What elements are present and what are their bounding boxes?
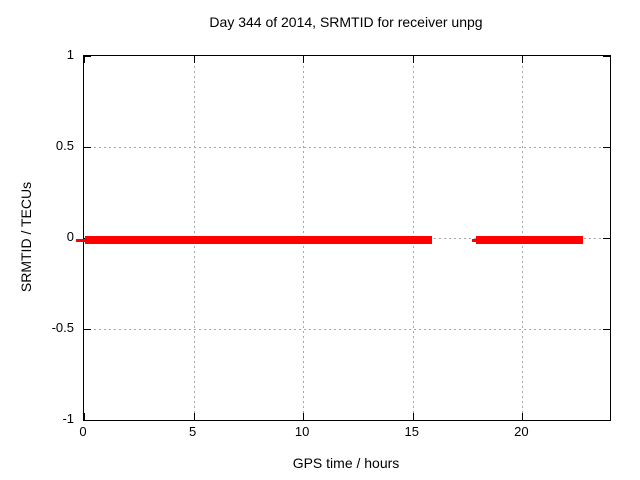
tick-y-neg1-left xyxy=(84,420,91,421)
data-segment-0-3 xyxy=(476,236,584,244)
tick-x-15-top xyxy=(412,56,414,63)
data-segment-0-2 xyxy=(471,238,478,242)
data-segment-0-0 xyxy=(76,238,86,242)
tick-x-10-top xyxy=(303,56,305,63)
tick-x-5-bottom xyxy=(193,413,195,420)
tick-y-neg0p5-left xyxy=(84,329,91,330)
tick-x-20-bottom xyxy=(522,413,524,420)
tick-x-5-top xyxy=(193,56,195,63)
tick-x-20-top xyxy=(522,56,524,63)
tick-y-0p5-left xyxy=(84,147,91,148)
tick-x-0-bottom xyxy=(84,413,85,420)
x-axis-label: GPS time / hours xyxy=(292,455,400,471)
y-tick-label-0p5: 0.5 xyxy=(55,138,74,153)
y-tick-label-0: 0 xyxy=(66,229,74,244)
tick-x-0-top xyxy=(84,56,85,63)
plot-area xyxy=(76,55,611,421)
x-tick-label-5: 5 xyxy=(188,424,197,439)
x-tick-label-10: 10 xyxy=(294,424,310,439)
chart-title: Day 344 of 2014, SRMTID for receiver unp… xyxy=(209,14,483,30)
gridline-y-0p5 xyxy=(84,147,610,148)
x-tick-label-15: 15 xyxy=(404,424,419,439)
y-tick-label-neg1: -1 xyxy=(62,411,74,426)
y-tick-label-1: 1 xyxy=(66,47,74,62)
x-tick-label-0: 0 xyxy=(79,424,87,439)
tick-y-neg1-right xyxy=(603,420,610,421)
x-tick-label-20: 20 xyxy=(514,424,529,439)
tick-y-0p5-right xyxy=(603,147,610,148)
tick-y-neg0p5-right xyxy=(603,329,610,330)
data-segment-0-1 xyxy=(85,236,433,244)
y-tick-label-neg0p5: -0.5 xyxy=(51,320,74,335)
tick-y-1-left xyxy=(84,56,91,57)
tick-x-10-bottom xyxy=(303,413,305,420)
tick-y-0-right xyxy=(603,238,610,239)
tick-x-15-bottom xyxy=(412,413,414,420)
gridline-y-neg0p5 xyxy=(84,329,610,330)
tick-y-1-right xyxy=(603,56,610,57)
